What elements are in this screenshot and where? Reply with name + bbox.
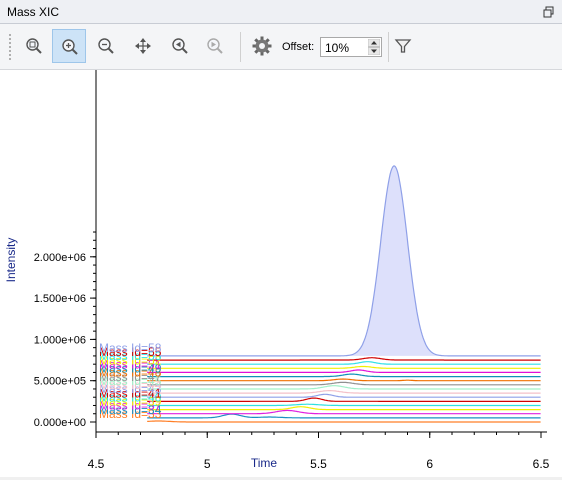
restore-window-icon[interactable] <box>543 6 555 18</box>
x-tick-label: 5 <box>204 457 211 471</box>
zoom-back-button[interactable] <box>163 29 197 63</box>
series-label: Mass Id=52 <box>99 353 162 367</box>
series-line[interactable] <box>147 403 541 407</box>
zoom-back-icon <box>172 38 188 54</box>
series-line[interactable] <box>147 381 541 386</box>
y-tick-label: 1.500e+06 <box>34 293 86 305</box>
x-tick-label: 6 <box>426 457 433 471</box>
series-label: Mass Id=39 <box>99 395 162 409</box>
series-line[interactable] <box>147 361 541 365</box>
toolbar-grip[interactable] <box>9 34 11 60</box>
pan-arrows-icon <box>135 38 151 54</box>
zoom-fit-button[interactable] <box>17 29 51 63</box>
zoom-out-icon <box>98 38 114 54</box>
x-tick-label: 6.5 <box>533 457 550 471</box>
y-tick-label: 0.000e+00 <box>34 417 86 429</box>
toolbar-separator <box>240 32 241 62</box>
series-label: Mass Id=45 <box>99 374 162 388</box>
series-line[interactable] <box>147 409 541 415</box>
series-label: Mass Id=48 <box>99 366 162 380</box>
series-line[interactable] <box>147 406 541 411</box>
offset-spinbox[interactable]: 10% <box>320 37 382 57</box>
zoom-fit-icon <box>26 38 42 54</box>
series-label: Mass Id=58 <box>99 341 162 355</box>
filter-button[interactable] <box>386 29 420 63</box>
settings-button[interactable] <box>245 29 279 63</box>
chart-area[interactable]: 0.000e+00 5.000e+05 1.000e+06 1.500e+06 2.00… <box>0 70 562 477</box>
series-label: Mass Id=53 <box>99 349 162 363</box>
toolbar-separator <box>388 32 389 62</box>
series-line[interactable] <box>147 369 541 373</box>
zoom-forward-button[interactable] <box>198 29 232 63</box>
spin-arrows-icon[interactable] <box>368 39 380 55</box>
series-line[interactable] <box>147 357 541 361</box>
series-line[interactable] <box>147 420 541 423</box>
y-axis-label: Intensity <box>4 238 18 283</box>
series-label: Mass Id=51 <box>99 357 162 371</box>
zoom-in-button[interactable] <box>52 29 86 63</box>
gear-icon <box>252 36 272 56</box>
window-title: Mass XIC <box>7 5 60 19</box>
series-label: Mass Id=55 <box>99 345 162 359</box>
series-line[interactable] <box>147 390 541 394</box>
zoom-out-button[interactable] <box>89 29 123 63</box>
xic-chart[interactable]: 0.000e+00 5.000e+05 1.000e+06 1.500e+06 2.00… <box>0 70 562 477</box>
series-label: Mass Id=49 <box>99 362 162 376</box>
window-titlebar: Mass XIC <box>0 0 562 24</box>
toolbar: Offset: 10% <box>0 24 562 70</box>
x-tick-label: 5.5 <box>310 457 327 471</box>
series-label: Mass Id=44 <box>99 378 162 392</box>
series-fill <box>147 166 541 356</box>
y-tick-label: 5.000e+05 <box>34 376 86 388</box>
offset-value[interactable]: 10% <box>325 41 350 55</box>
series-label: Mass Id=37 <box>99 399 162 413</box>
offset-label: Offset: <box>282 41 315 53</box>
series-line[interactable] <box>147 393 541 398</box>
zoom-forward-icon <box>207 38 223 54</box>
series-label: Mass Id=43 <box>99 382 162 396</box>
series-line[interactable] <box>147 413 541 419</box>
series-line[interactable] <box>147 385 541 390</box>
series-label: Mass Id=34 <box>99 403 162 417</box>
series-line[interactable] <box>147 165 541 357</box>
pan-button[interactable] <box>126 29 160 63</box>
series-line[interactable] <box>147 365 541 369</box>
series-label: Mass Id=40 <box>99 390 162 404</box>
y-tick-label: 2.000e+06 <box>34 252 86 264</box>
series-line[interactable] <box>147 397 541 402</box>
x-tick-label: 4.5 <box>88 457 105 471</box>
x-axis-label: Time <box>251 456 278 470</box>
y-tick-label: 1.000e+06 <box>34 334 86 346</box>
series-line[interactable] <box>147 378 541 382</box>
series-label: Mass Id=41 <box>99 386 162 400</box>
series-line[interactable] <box>147 373 541 378</box>
series-label: Mass Id=33 <box>99 407 162 421</box>
filter-funnel-icon <box>394 39 412 53</box>
series-label: Mass Id=47 <box>99 370 162 384</box>
zoom-in-icon <box>62 39 78 55</box>
